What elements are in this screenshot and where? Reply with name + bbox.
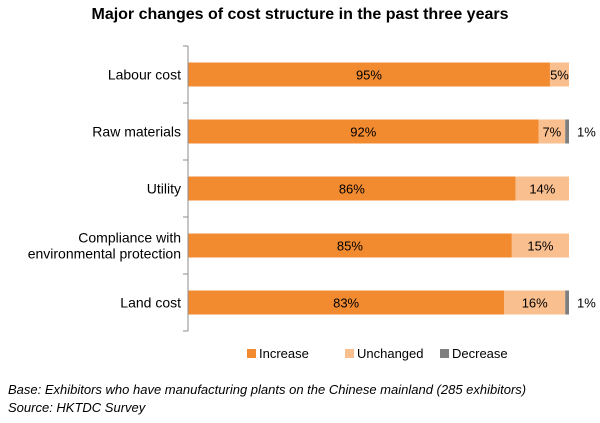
chart-title: Major changes of cost structure in the p… xyxy=(91,6,509,23)
category-label: Utility xyxy=(147,181,181,197)
bar-decrease xyxy=(565,290,569,315)
bar-increase xyxy=(188,176,516,201)
base-note: Base: Exhibitors who have manufacturing … xyxy=(8,382,527,397)
category-label: Compliance with xyxy=(78,230,181,246)
data-label-unchanged: 7% xyxy=(542,125,561,140)
legend-swatch-decrease xyxy=(440,349,449,358)
bar-increase xyxy=(188,62,550,87)
data-label-unchanged: 14% xyxy=(529,182,555,197)
legend-label-decrease: Decrease xyxy=(452,346,508,361)
data-label-decrease: 1% xyxy=(577,125,596,140)
category-label: Labour cost xyxy=(108,67,181,83)
stacked-bar-chart: Labour cost 95% 5% Raw materials 92% 7% 1% Util… xyxy=(28,45,596,361)
data-label-decrease: 1% xyxy=(577,296,596,311)
legend-swatch-increase xyxy=(247,349,256,358)
category-label: Land cost xyxy=(120,295,181,311)
bar-increase xyxy=(188,119,539,144)
bar-unchanged xyxy=(538,119,566,144)
bar-unchanged xyxy=(511,233,569,258)
bar-decrease xyxy=(565,119,569,144)
data-label-unchanged: 16% xyxy=(522,296,548,311)
data-label-increase: 95% xyxy=(356,68,382,83)
legend-label-increase: Increase xyxy=(259,346,309,361)
data-label-increase: 86% xyxy=(339,182,365,197)
bar-increase xyxy=(188,233,512,258)
legend-label-unchanged: Unchanged xyxy=(357,346,424,361)
category-label: Raw materials xyxy=(92,124,181,140)
data-label-increase: 85% xyxy=(337,239,363,254)
bar-unchanged xyxy=(504,290,566,315)
data-label-increase: 92% xyxy=(350,125,376,140)
data-label-unchanged: 5% xyxy=(550,68,569,83)
legend-swatch-unchanged xyxy=(345,349,354,358)
bar-unchanged xyxy=(515,176,569,201)
bar-increase xyxy=(188,290,505,315)
data-label-unchanged: 15% xyxy=(527,239,553,254)
bar-unchanged xyxy=(549,62,569,87)
data-label-increase: 83% xyxy=(333,296,359,311)
category-label: environmental protection xyxy=(28,246,181,262)
source-note: Source: HKTDC Survey xyxy=(8,400,146,415)
